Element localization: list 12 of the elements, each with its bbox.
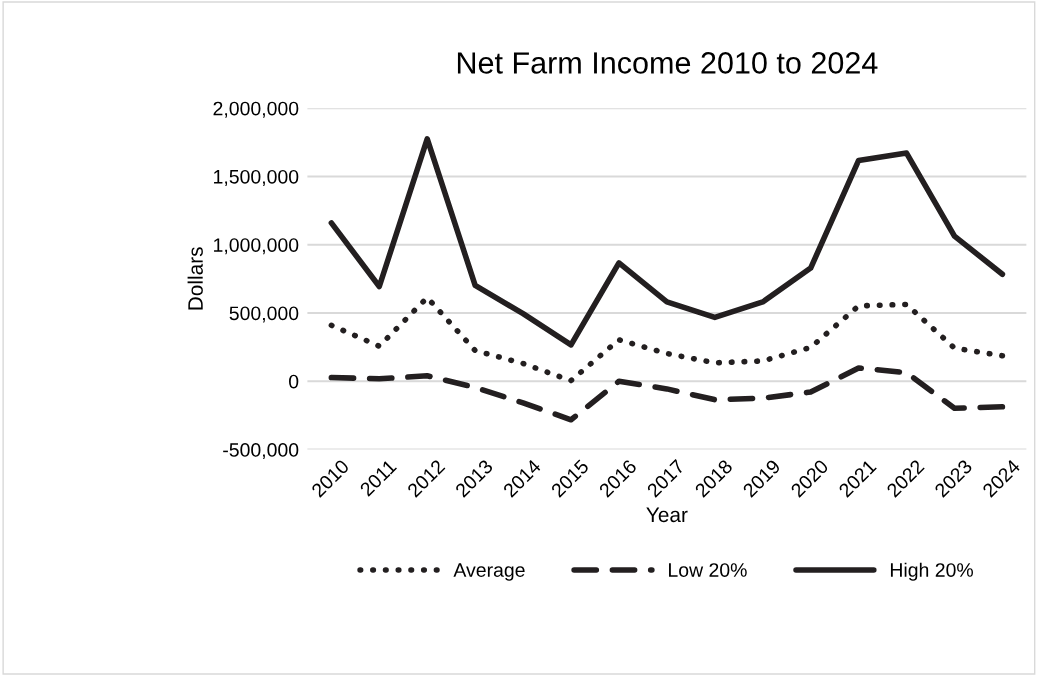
- chart-title: Net Farm Income 2010 to 2024: [457, 52, 878, 74]
- y-tick-label: 1,000,000: [214, 238, 299, 255]
- y-tick-label: -500,000: [223, 443, 299, 460]
- y-tick-label: 500,000: [229, 306, 299, 323]
- legend-label: High 20%: [890, 562, 973, 581]
- legend-label: Low 20%: [669, 563, 747, 577]
- y-tick-label: 1,500,000: [214, 169, 299, 186]
- y-axis-title: Dollars: [187, 247, 203, 310]
- y-tick-label: 2,000,000: [213, 101, 299, 118]
- x-axis-title: Year: [646, 507, 688, 523]
- y-tick-label: 0: [289, 374, 299, 389]
- legend-label: Average: [453, 563, 525, 581]
